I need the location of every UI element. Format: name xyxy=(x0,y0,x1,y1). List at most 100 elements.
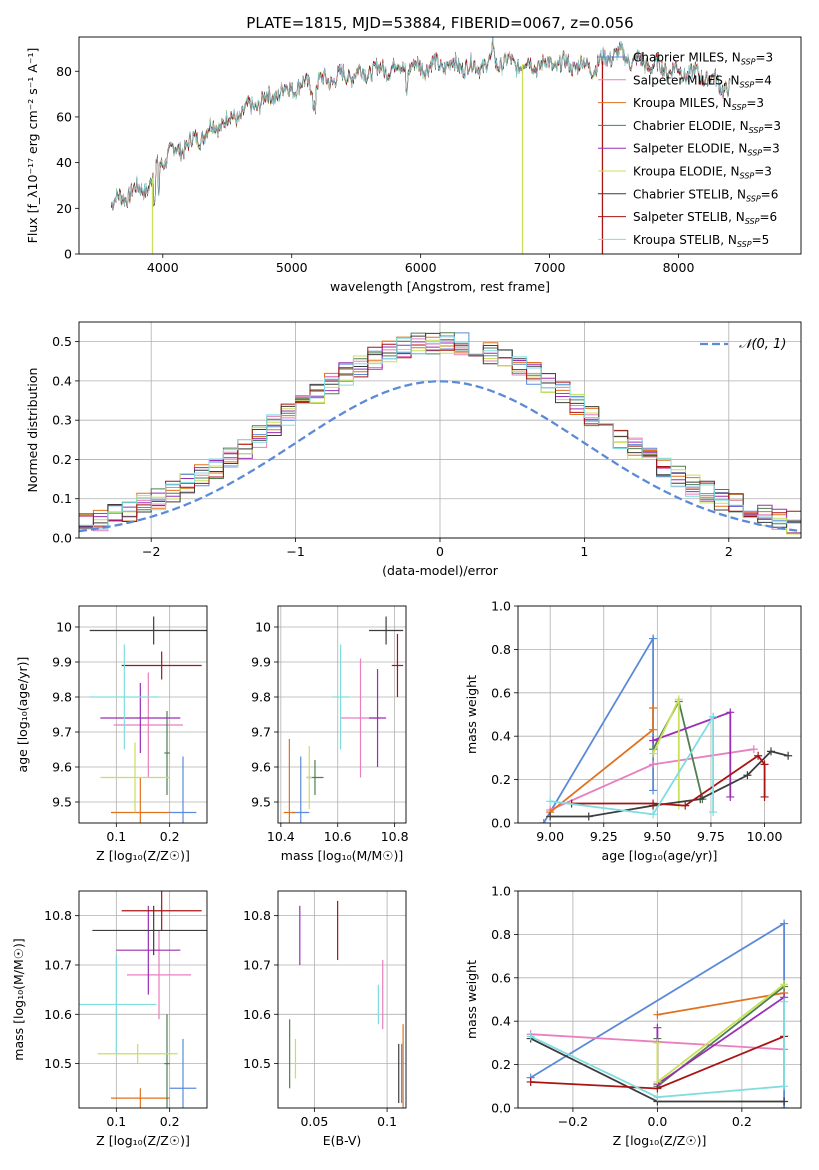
legend-entry-salpeter-stelib: Salpeter STELIB, NSSP=6 xyxy=(633,210,777,226)
x-axis-label: (data-model)/error xyxy=(382,563,499,578)
errorbar-salpeter-elodie xyxy=(100,683,181,753)
plot-area xyxy=(89,616,207,823)
errorbar-salpeter-stelib xyxy=(121,891,202,931)
plot-area xyxy=(539,634,793,823)
errorbar-kroupa-stelib xyxy=(332,644,350,750)
errorbar-kroupa-miles xyxy=(111,1088,170,1108)
plot-area xyxy=(79,332,801,535)
errorbar-chabrier-stelib xyxy=(89,616,207,645)
point-marker-chabrier-stelib xyxy=(584,812,593,821)
series-line-chabrier-miles xyxy=(542,635,654,823)
point-marker-salpeter-stelib xyxy=(754,751,763,760)
chart-spectrum: 4000 5000 6000 7000 8000 0 20 40 60 80 wavelength … xyxy=(25,14,802,294)
x-tick-label: 9.50 xyxy=(643,829,671,844)
y-tick-label: 1.0 xyxy=(491,599,511,614)
errorbar-salpeter-stelib xyxy=(121,651,202,680)
point-marker-chabrier-miles xyxy=(539,819,548,823)
errorbar-chabrier-elodie xyxy=(164,1014,170,1108)
x-tick-label: 0.2 xyxy=(160,829,180,844)
x-tick-label: 10.6 xyxy=(324,829,352,844)
legend-entry-kroupa-elodie: Kroupa ELODIE, NSSP=3 xyxy=(633,165,772,181)
plots: 4000 5000 6000 7000 8000020406080wavelength … xyxy=(11,14,802,1148)
point-marker-kroupa-elodie xyxy=(674,695,683,704)
plot-area xyxy=(110,37,731,254)
axes-frame xyxy=(78,321,802,539)
y-tick-label: 0.8 xyxy=(491,927,511,942)
y-tick-label: 1.0 xyxy=(491,884,511,899)
point-marker-salpeter-stelib xyxy=(760,792,769,801)
y-tick-label: 9.6 xyxy=(52,760,72,775)
errorbar-kroupa-stelib xyxy=(79,955,157,1054)
y-tick-label: 9.6 xyxy=(251,760,271,775)
y-tick-label: 10.6 xyxy=(44,1007,72,1022)
point-marker-chabrier-stelib xyxy=(546,812,555,821)
y-tick-label: 0.4 xyxy=(491,1014,511,1029)
point-marker-salpeter-stelib xyxy=(681,801,690,810)
x-tick-label: 0.2 xyxy=(160,1114,180,1129)
x-tick-label: 10.00 xyxy=(747,829,783,844)
point-marker-kroupa-miles xyxy=(649,703,658,712)
legend-entry-kroupa-miles: Kroupa MILES, NSSP=3 xyxy=(633,96,764,112)
point-marker-kroupa-miles xyxy=(649,725,658,734)
y-tick-label: 10.7 xyxy=(243,957,271,972)
errorbar-salpeter-miles xyxy=(127,930,191,1020)
x-tick-label: 10.8 xyxy=(381,829,409,844)
point-marker-salpeter-stelib xyxy=(760,760,769,769)
errorbar-kroupa-elodie xyxy=(100,742,170,813)
y-tick-label: 9.9 xyxy=(251,655,271,670)
x-tick-label: 5000 xyxy=(276,260,308,275)
y-tick-label: 0.6 xyxy=(491,685,511,700)
x-tick-label: −0.2 xyxy=(558,1114,588,1129)
series-line-salpeter-stelib xyxy=(571,754,766,807)
x-axis-label: mass [log₁₀(M/M☉)] xyxy=(281,848,403,863)
errorbar-kroupa-miles xyxy=(283,739,296,823)
y-tick-label: 9.8 xyxy=(251,690,271,705)
series-line-kroupa-elodie xyxy=(656,983,785,1084)
series-line-kroupa-elodie xyxy=(652,698,680,806)
y-tick-label: 10 xyxy=(255,620,271,635)
y-axis-label: Flux [f_λ10⁻¹⁷ erg cm⁻² s⁻¹ A⁻¹] xyxy=(25,48,40,244)
spectrum-line-kroupa-stelib xyxy=(111,37,731,210)
y-axis-label: mass weight xyxy=(464,960,479,1039)
chart-title: PLATE=1815, MJD=53884, FIBERID=0067, z=0… xyxy=(246,14,633,32)
y-tick-label: 0.0 xyxy=(52,531,72,546)
y-tick-label: 80 xyxy=(56,64,72,79)
point-marker-chabrier-stelib xyxy=(780,1097,789,1106)
point-marker-chabrier-miles xyxy=(649,786,658,795)
y-tick-label: 0 xyxy=(64,247,72,262)
point-marker-kroupa-miles xyxy=(653,1010,662,1019)
x-tick-label: 0.2 xyxy=(732,1114,752,1129)
y-tick-label: 0.2 xyxy=(52,452,72,467)
point-marker-salpeter-stelib xyxy=(526,1077,535,1086)
axes-frame xyxy=(78,605,208,824)
chart-mass-vs-EBV: 0.05 0.1 10.5 10.6 10.7 10.8 E(B-V) xyxy=(243,890,407,1148)
point-marker-chabrier-stelib xyxy=(784,751,793,760)
grid xyxy=(278,606,406,823)
x-axis-label: Z [log₁₀(Z/Z☉)] xyxy=(96,848,190,863)
x-axis-label: Z [log₁₀(Z/Z☉)] xyxy=(96,1133,190,1148)
y-tick-label: 0.2 xyxy=(491,772,511,787)
errorbar-kroupa-miles xyxy=(111,777,170,823)
legend-entry-gaussian: 𝒩(0, 1) xyxy=(739,337,786,352)
legend-entry-salpeter-elodie: Salpeter ELODIE, NSSP=3 xyxy=(633,142,780,158)
chart-mass-vs-Z: 0.1 0.2 10.5 10.6 10.7 10.8 Z [log₁₀(Z/Z☉)] mas… xyxy=(11,890,208,1148)
grid xyxy=(278,891,406,1108)
plot-area xyxy=(79,891,207,1108)
x-tick-label: −2 xyxy=(142,544,160,559)
y-tick-label: 9.7 xyxy=(251,725,271,740)
point-marker-kroupa-stelib xyxy=(546,797,555,806)
y-tick-label: 9.7 xyxy=(52,725,72,740)
x-tick-label: 0.0 xyxy=(647,1114,667,1129)
axes-frame xyxy=(277,605,407,824)
errorbar-kroupa-elodie xyxy=(97,1043,178,1064)
grid xyxy=(79,891,207,1108)
chart-age-vs-Z: 0.1 0.2 9.5 9.6 9.7 9.8 9.9 10 Z [log₁₀(Z/Z☉)] ag… xyxy=(15,605,208,863)
point-marker-chabrier-miles xyxy=(649,634,658,643)
point-marker-kroupa-stelib xyxy=(653,1093,662,1102)
chart-age-vs-mass: 10.4 10.6 10.8 9.5 9.6 9.7 9.8 9.9 10 mass [log₁₀… xyxy=(251,605,409,863)
y-tick-label: 0.0 xyxy=(491,1101,511,1116)
errorbar-chabrier-elodie xyxy=(164,711,170,795)
point-marker-kroupa-stelib xyxy=(780,1082,789,1091)
y-tick-label: 10.8 xyxy=(243,908,271,923)
